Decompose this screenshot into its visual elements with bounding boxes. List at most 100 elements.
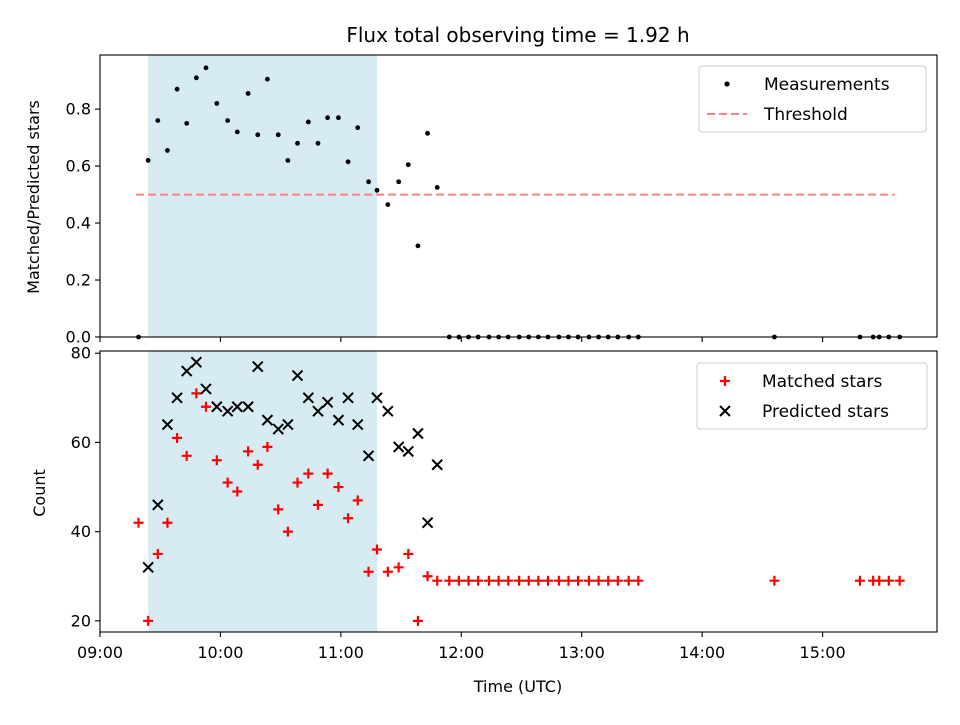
predicted-point xyxy=(421,517,434,529)
matched-point xyxy=(453,575,464,586)
matched-point xyxy=(503,575,514,586)
measurement-point xyxy=(405,162,411,168)
matched-point xyxy=(769,575,780,586)
predicted-point xyxy=(382,405,394,417)
legend-label-matched-stars: Matched stars xyxy=(762,372,882,392)
top-observing-span xyxy=(148,55,377,337)
measurement-point xyxy=(184,120,190,126)
measurement-point xyxy=(295,140,300,146)
top-y-tick-label: 0.4 xyxy=(66,214,91,233)
matched-point xyxy=(854,575,865,586)
predicted-point xyxy=(242,401,254,413)
matched-point xyxy=(243,446,254,457)
matched-point xyxy=(543,575,554,586)
bottom-x-tick-label: 13:00 xyxy=(559,643,605,662)
top-y-tick-label: 0.0 xyxy=(66,328,91,347)
legend-marker-matched-stars xyxy=(720,376,730,386)
bottom-x-tick-label: 09:00 xyxy=(77,643,123,662)
matched-point xyxy=(382,566,393,577)
matched-point xyxy=(200,401,211,412)
predicted-point xyxy=(152,499,164,511)
predicted-point xyxy=(181,365,193,377)
bottom-x-tick-label: 10:00 xyxy=(197,643,243,662)
measurement-point xyxy=(396,179,402,185)
bottom-y-tick-label: 60 xyxy=(71,433,91,452)
matched-point xyxy=(133,517,144,528)
measurement-point xyxy=(345,159,351,165)
measurement-point xyxy=(225,118,231,123)
matched-point xyxy=(312,499,323,510)
matched-point xyxy=(483,575,494,586)
bottom-x-tick-label: 12:00 xyxy=(438,643,484,662)
measurement-point xyxy=(385,202,391,207)
matched-point xyxy=(583,575,594,586)
measurement-point xyxy=(214,101,220,106)
matched-point xyxy=(894,575,905,586)
measurement-point xyxy=(255,132,261,138)
measurement-point xyxy=(174,86,180,92)
predicted-point xyxy=(362,450,375,462)
matched-point xyxy=(172,432,183,443)
predicted-point xyxy=(312,405,324,417)
matched-point xyxy=(412,615,423,626)
matched-point xyxy=(343,513,354,524)
matched-point xyxy=(393,562,404,573)
top-y-tick-label: 0.6 xyxy=(66,157,91,176)
predicted-point xyxy=(171,392,183,404)
predicted-point xyxy=(302,392,315,404)
bottom-axes: 20 40 60 80 09:00 10:00 11:00 12:00 13:00 14:00 15… xyxy=(71,344,938,662)
bottom-y-tick-label: 80 xyxy=(71,344,91,363)
predicted-point xyxy=(431,459,443,471)
matched-point xyxy=(273,504,284,515)
measurement-point xyxy=(165,148,170,153)
matched-point xyxy=(633,575,644,586)
matched-point xyxy=(563,575,574,586)
bottom-x-tick-label: 15:00 xyxy=(800,643,846,662)
top-axes: 0.0 0.2 0.4 0.6 0.8 Measurements Threshold xyxy=(66,54,938,347)
matched-point xyxy=(432,575,443,586)
matched-point xyxy=(282,526,293,537)
bottom-y-tick-label: 40 xyxy=(71,522,91,541)
matched-point xyxy=(252,459,263,470)
predicted-point xyxy=(142,561,154,574)
matched-point xyxy=(322,468,333,479)
bottom-x-tick-label: 11:00 xyxy=(318,643,364,662)
predicted-point xyxy=(252,360,264,373)
legend-marker-measurements xyxy=(724,81,730,87)
matched-point xyxy=(493,575,504,586)
matched-point xyxy=(874,575,885,586)
matched-point xyxy=(191,388,202,399)
matched-point xyxy=(403,548,414,559)
matched-point xyxy=(143,615,154,626)
matched-point xyxy=(883,575,894,586)
matched-point xyxy=(623,575,634,586)
measurement-point xyxy=(285,157,291,163)
measurement-point xyxy=(415,243,421,249)
measurement-point xyxy=(325,115,331,121)
matched-point xyxy=(612,575,623,586)
bottom-axes-frame xyxy=(99,350,938,633)
measurement-point xyxy=(234,129,240,135)
bottom-y-tick-label: 20 xyxy=(71,611,91,630)
predicted-point xyxy=(221,405,234,417)
predicted-point xyxy=(402,445,415,458)
measurement-point xyxy=(305,119,311,125)
measurement-point xyxy=(203,65,209,71)
predicted-point xyxy=(342,392,354,404)
matched-point xyxy=(211,455,222,466)
matched-point xyxy=(152,548,163,559)
matched-point xyxy=(533,575,544,586)
chart-title: Flux total observing time = 1.92 h xyxy=(346,23,689,47)
measurement-point xyxy=(366,179,371,185)
measurement-point xyxy=(336,115,341,121)
top-axes-frame xyxy=(99,54,938,338)
top-legend: Measurements Threshold xyxy=(698,65,927,133)
predicted-point xyxy=(261,414,274,426)
top-y-tick-label: 0.2 xyxy=(66,271,91,290)
predicted-point xyxy=(190,356,203,368)
matched-point xyxy=(303,468,314,479)
measurement-point xyxy=(355,125,361,131)
matched-point xyxy=(333,482,344,493)
top-series-measurements xyxy=(136,65,903,340)
